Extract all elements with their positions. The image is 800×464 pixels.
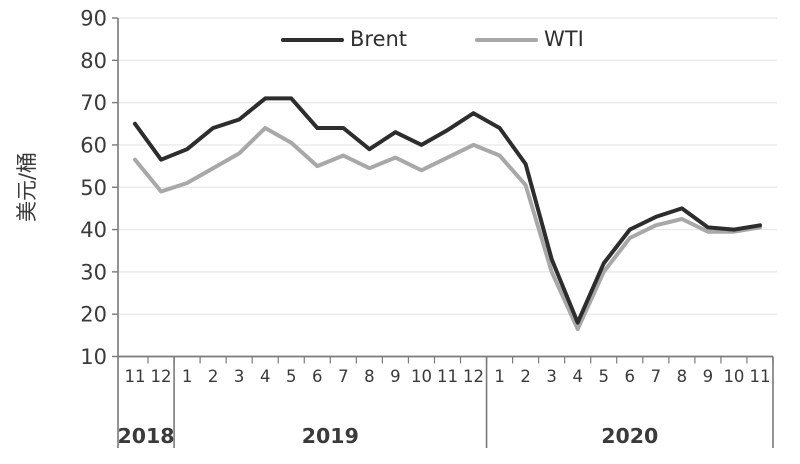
year-label-2019: 2019: [302, 424, 359, 448]
month-label-19: 5: [598, 367, 609, 386]
month-label-13: 11: [437, 367, 458, 386]
year-label-2018: 2018: [118, 424, 175, 448]
y-axis-title: 美元/桶: [15, 152, 39, 222]
wti-series-line: [133, 126, 762, 331]
wti-legend-label: WTI: [544, 27, 584, 51]
chart-legend: Brent WTI: [281, 29, 584, 50]
month-label-22: 8: [677, 367, 688, 386]
month-label-17: 3: [546, 367, 557, 386]
y-tick-label-20: 20: [80, 303, 107, 327]
month-label-12: 10: [411, 367, 432, 386]
y-tick-label-70: 70: [80, 91, 107, 115]
month-label-16: 2: [520, 367, 531, 386]
brent-series-line: [133, 96, 762, 325]
y-tick-label-80: 80: [80, 49, 107, 73]
month-label-5: 3: [234, 367, 245, 386]
year-label-2020: 2020: [601, 424, 658, 448]
brent-legend-label: Brent: [350, 27, 408, 51]
month-label-6: 4: [260, 367, 271, 386]
legend-item-wti: WTI: [475, 29, 584, 50]
y-tick-label-40: 40: [80, 218, 107, 242]
month-label-3: 1: [182, 367, 193, 386]
month-label-1: 11: [125, 367, 146, 386]
y-tick-label-30: 30: [80, 260, 107, 284]
wti-line-swatch: [475, 37, 539, 42]
y-tick-label-90: 90: [80, 7, 107, 31]
month-label-7: 5: [286, 367, 297, 386]
month-label-14: 12: [463, 367, 484, 386]
y-tick-label-60: 60: [80, 133, 107, 157]
month-label-4: 2: [208, 367, 219, 386]
month-label-15: 1: [494, 367, 505, 386]
month-label-25: 11: [749, 367, 770, 386]
month-label-2: 12: [151, 367, 172, 386]
month-label-10: 8: [364, 367, 375, 386]
month-label-8: 6: [312, 367, 323, 386]
legend-item-brent: Brent: [281, 29, 407, 50]
y-tick-label-10: 10: [80, 345, 107, 369]
month-label-11: 9: [390, 367, 401, 386]
month-label-21: 7: [651, 367, 662, 386]
month-label-18: 4: [572, 367, 583, 386]
y-tick-label-50: 50: [80, 176, 107, 200]
month-label-23: 9: [703, 367, 714, 386]
month-label-24: 10: [723, 367, 744, 386]
month-label-20: 6: [625, 367, 636, 386]
brent-line-swatch: [281, 37, 344, 42]
month-label-9: 7: [338, 367, 349, 386]
